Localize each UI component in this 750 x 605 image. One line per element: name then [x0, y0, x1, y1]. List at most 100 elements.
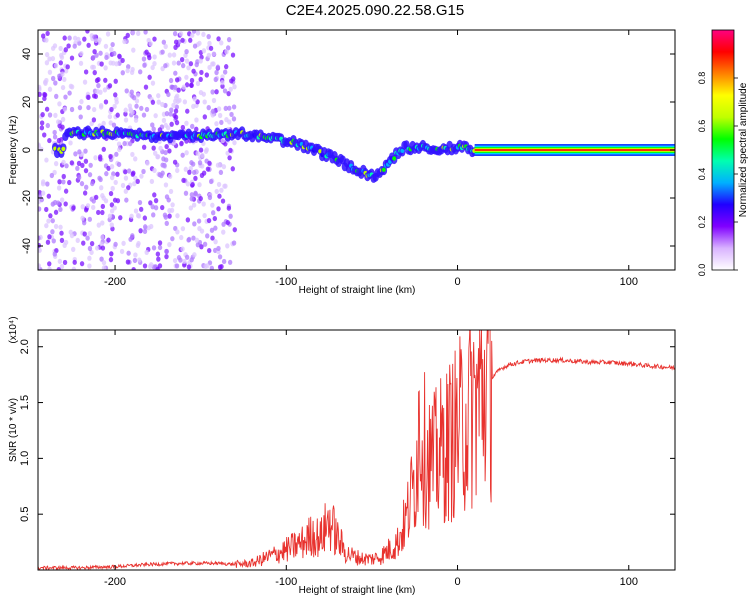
spectrogram-cell — [170, 236, 175, 242]
spectrogram-cell — [50, 45, 56, 51]
spectrogram-cell — [137, 257, 142, 263]
spectrogram-cell — [90, 64, 95, 70]
spectrogram-cell — [82, 36, 87, 42]
spectrogram-cell — [58, 60, 63, 66]
spectrogram-cell — [44, 157, 49, 163]
spectrogram-cell — [107, 114, 113, 120]
spectrogram-cell — [228, 147, 233, 153]
spectrogram-cell — [58, 224, 63, 230]
spectrogram-cell — [138, 69, 143, 75]
spectrogram-cell — [87, 263, 92, 269]
spectrogram-cell — [207, 40, 212, 46]
spectrogram-cell — [184, 150, 189, 156]
spectrogram-cell — [119, 248, 125, 255]
spectrogram-cell — [194, 62, 199, 68]
spectrogram-cell — [92, 49, 97, 55]
spectrogram-cell — [100, 234, 105, 240]
spectrogram-cell — [57, 101, 62, 107]
spectrogram-cell — [180, 63, 186, 69]
spectrogram-cell — [162, 162, 167, 168]
spectrogram-cell — [132, 181, 137, 187]
spectrogram-cell — [184, 254, 190, 260]
spectrogram-cell — [133, 252, 138, 258]
spectrogram-cell — [38, 247, 42, 253]
spectrogram-cell — [136, 213, 142, 219]
spectrogram-cell — [109, 251, 114, 257]
spectrogram-cell — [192, 221, 197, 227]
spectrogram-cell — [207, 64, 212, 71]
spectrogram-cell — [184, 120, 189, 126]
spectrogram-cell — [110, 185, 115, 192]
spectrogram-cell — [132, 257, 138, 264]
spectrogram-cell — [190, 161, 196, 167]
snr-series-line — [38, 330, 675, 570]
spectrogram-cell — [184, 49, 189, 55]
snr-frame — [37, 329, 676, 571]
spectrogram-cell — [111, 122, 117, 128]
spectrogram-cell — [63, 47, 68, 53]
spectrogram-cell — [56, 137, 62, 144]
spectrogram-cell — [180, 37, 185, 43]
spectrogram-cell — [121, 240, 126, 246]
spectrogram-cell — [114, 61, 119, 67]
spectrogram-cell — [60, 116, 66, 123]
spectrogram-cell — [57, 123, 62, 129]
spectrogram-cell — [125, 32, 130, 38]
spectrogram-cell — [186, 237, 191, 243]
spectrogram-cell — [227, 259, 233, 265]
spectrogram-cell — [171, 52, 177, 58]
spectrogram-cell — [199, 172, 205, 178]
spectrogram-cell — [190, 123, 195, 129]
spectrogram-cell — [189, 77, 195, 84]
spectrogram-cell — [163, 149, 168, 156]
spectrogram-cell — [210, 89, 215, 95]
spectrogram-cell — [148, 200, 153, 206]
spectrogram-cell — [57, 73, 62, 79]
spectrogram-cell — [125, 68, 130, 74]
spectrogram-cell — [83, 168, 89, 174]
spectrogram-cell — [175, 167, 180, 174]
spectrogram-cell — [167, 52, 173, 58]
spectrogram-cell — [202, 241, 208, 247]
spectrogram-cell — [47, 234, 52, 240]
spectrogram-cell — [39, 125, 45, 131]
spectrogram-cell — [92, 34, 97, 40]
spectrogram-cell — [69, 160, 75, 166]
spectrogram-cell — [201, 201, 206, 207]
spectrogram-cell — [38, 235, 41, 241]
spectrogram-cell — [231, 116, 237, 122]
spectrogram-cell — [186, 65, 191, 71]
spectrogram-cell — [97, 37, 102, 43]
spectrogram-cell — [133, 117, 139, 123]
spectrogram-cell — [229, 78, 234, 84]
spectrogram-cell — [50, 229, 55, 235]
snr-y-ticks: 0.5 1.0 1.5 2.0 — [19, 339, 675, 522]
spectrogram-cell — [71, 246, 76, 252]
spectrogram-cell — [164, 220, 169, 226]
spectrogram-cell — [199, 69, 204, 76]
spectrogram-cell — [143, 84, 149, 90]
spectrogram-cell — [58, 45, 63, 52]
spectrogram-cell — [225, 45, 231, 51]
spectrogram-cell — [210, 210, 216, 216]
spectrogram-cell — [72, 259, 77, 265]
spectrogram-cell — [183, 190, 189, 196]
spectrogram-cell — [117, 53, 122, 59]
spectrogram-cell — [150, 80, 156, 86]
spectrogram-cell — [88, 162, 93, 168]
spectrogram-cell — [93, 155, 98, 161]
spectrogram-cell — [71, 205, 76, 211]
spectrogram-cell — [101, 146, 106, 152]
spectrogram-cell — [63, 188, 69, 194]
spectrogram-cell — [198, 76, 203, 82]
spectrogram-cell — [168, 77, 174, 84]
spectrogram-cell — [148, 223, 154, 230]
spectrogram-cell — [91, 54, 96, 61]
spectrogram-cell — [193, 191, 198, 197]
spectrogram-cell — [67, 90, 72, 96]
spectrogram-y-ticks: -40 -20 0 20 40 — [21, 48, 675, 254]
spectrogram-cell — [56, 119, 61, 125]
spectrogram-cell — [220, 137, 226, 144]
spectrogram-cell — [87, 245, 93, 252]
spectrogram-cell — [226, 205, 232, 211]
